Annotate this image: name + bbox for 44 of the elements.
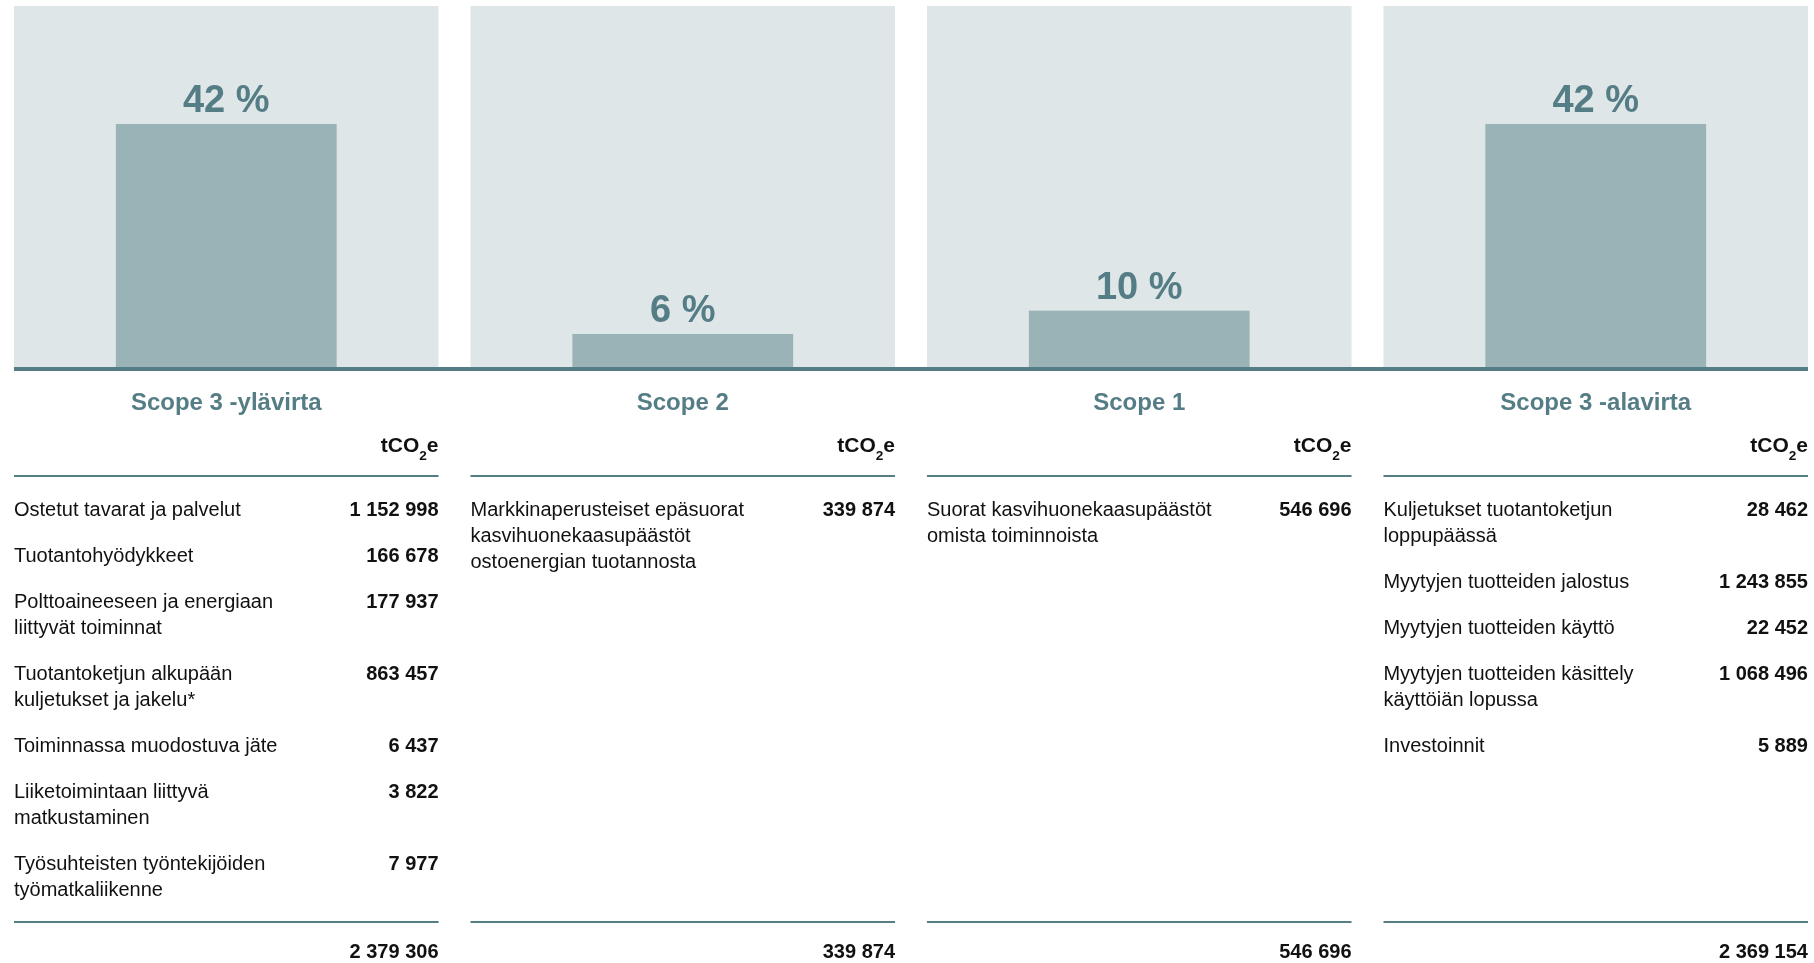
text: Investoinnit (1383, 734, 1486, 756)
text: tCO$_{2}$e (837, 433, 896, 463)
text: Kuljetukset tuotantoketjun loppupäässä (1383, 498, 1613, 546)
text: Myytyjen tuotteiden jalostus (1383, 570, 1630, 592)
text: Liiketoimintaan liittyvä matkustaminen (14, 780, 210, 828)
text: 28 462 (1746, 498, 1808, 520)
data-label: 42 % (1552, 77, 1640, 120)
data-label: 42 % (182, 77, 270, 120)
text: Tuotantoketjun alkupään kuljetukset ja jakelu* (14, 662, 233, 710)
text: 1 068 496 (1719, 662, 1808, 684)
text: Myytyjen tuotteiden käyttö (1383, 616, 1615, 638)
x-tick-label: Scope 1 (1093, 388, 1186, 415)
text: Markkinaperusteiset epäsuorat kasvihuonekaasupäästöt ostoenergian tuotannosta (470, 498, 745, 572)
text: 5 889 (1757, 734, 1808, 756)
x-tick-label: Scope 3 -alavirta (1500, 388, 1692, 415)
text: Työsuhteisten työntekijöiden työmatkaliikenne (14, 852, 266, 900)
text: 2 379 306 (349, 940, 439, 962)
text: Suorat kasvihuonekaasupäästöt omista toiminnoista (926, 498, 1213, 546)
x-tick-label: Scope 3 -ylävirta (130, 388, 323, 415)
text: 166 678 (366, 544, 439, 566)
text: 546 696 (1279, 498, 1352, 520)
text: 339 874 (822, 498, 896, 520)
text: tCO$_{2}$e (1293, 433, 1352, 463)
data-label: 10 % (1095, 264, 1183, 307)
text: Ostetut tavarat ja palvelut (14, 498, 242, 520)
text: 1 152 998 (349, 498, 439, 520)
text: 22 452 (1746, 616, 1808, 638)
text: 2 369 154 (1719, 940, 1809, 962)
text: 546 696 (1279, 940, 1352, 962)
text: 863 457 (366, 662, 439, 684)
text: tCO$_{2}$e (1750, 433, 1808, 463)
text: tCO$_{2}$e (380, 433, 439, 463)
text: 7 977 (388, 852, 439, 874)
text: Toiminnassa muodostuva jäte (14, 734, 278, 756)
text: Myytyjen tuotteiden käsittely käyttöiän lopussa (1383, 662, 1634, 710)
x-tick-label: Scope 2 (636, 388, 729, 415)
text: Polttoaineeseen ja energiaan liittyvät toiminnat (14, 590, 274, 638)
text: Tuotantohyödykkeet (14, 544, 194, 566)
text: 339 874 (822, 940, 896, 962)
text: 177 937 (366, 590, 439, 612)
data-label: 6 % (650, 288, 716, 330)
text: 6 437 (388, 734, 439, 756)
text: 3 822 (388, 780, 439, 802)
text: 1 243 855 (1719, 570, 1808, 592)
